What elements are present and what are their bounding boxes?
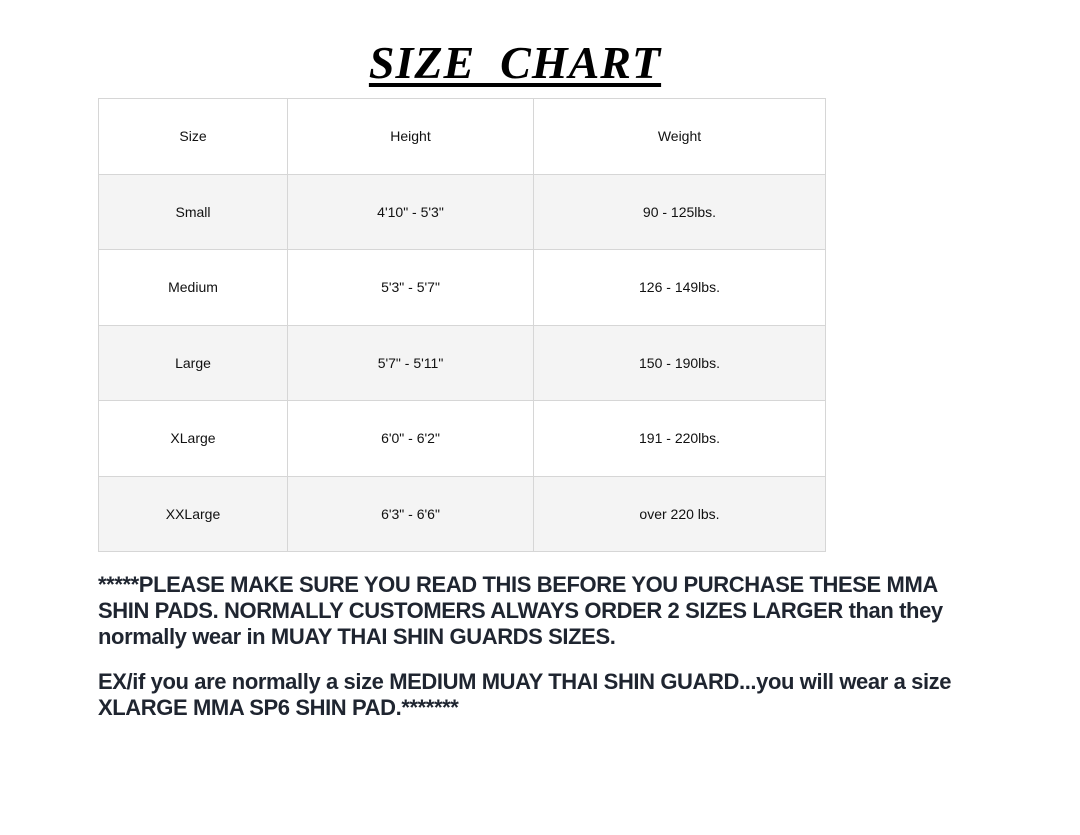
table-row: XLarge 6'0" - 6'2" 191 - 220lbs.: [98, 400, 826, 477]
title-text: SIZE CHART: [368, 37, 662, 88]
header-size: Size: [98, 98, 288, 175]
warning-line: *****PLEASE MAKE SURE YOU READ THIS BEFO…: [98, 572, 938, 597]
example-line: XLARGE MMA SP6 SHIN PAD.*******: [98, 695, 459, 720]
warning-line: SHIN PADS. NORMALLY CUSTOMERS ALWAYS ORD…: [98, 598, 943, 623]
cell-size: Medium: [98, 249, 288, 326]
table-row: Large 5'7" - 5'11" 150 - 190lbs.: [98, 324, 826, 401]
cell-size: XXLarge: [98, 475, 288, 552]
cell-weight: 126 - 149lbs.: [533, 249, 826, 326]
page-title: SIZE CHART: [0, 36, 1030, 90]
header-weight: Weight: [533, 98, 826, 175]
cell-height: 4'10" - 5'3": [287, 173, 534, 250]
example-note: EX/if you are normally a size MEDIUM MUA…: [98, 669, 952, 721]
cell-weight: 90 - 125lbs.: [533, 173, 826, 250]
cell-size: Small: [98, 173, 288, 250]
warning-note: *****PLEASE MAKE SURE YOU READ THIS BEFO…: [98, 572, 943, 650]
cell-weight: 191 - 220lbs.: [533, 400, 826, 477]
header-height: Height: [287, 98, 534, 175]
example-line: EX/if you are normally a size MEDIUM MUA…: [98, 669, 952, 694]
table-row: Medium 5'3" - 5'7" 126 - 149lbs.: [98, 249, 826, 326]
table-row: Small 4'10" - 5'3" 90 - 125lbs.: [98, 173, 826, 250]
size-chart-table: Size Height Weight Small 4'10" - 5'3" 90…: [98, 98, 826, 552]
cell-size: Large: [98, 324, 288, 401]
cell-height: 6'0" - 6'2": [287, 400, 534, 477]
cell-size: XLarge: [98, 400, 288, 477]
cell-weight: 150 - 190lbs.: [533, 324, 826, 401]
cell-height: 5'3" - 5'7": [287, 249, 534, 326]
cell-height: 6'3" - 6'6": [287, 475, 534, 552]
cell-height: 5'7" - 5'11": [287, 324, 534, 401]
table-header-row: Size Height Weight: [98, 98, 826, 175]
table-row: XXLarge 6'3" - 6'6" over 220 lbs.: [98, 475, 826, 552]
cell-weight: over 220 lbs.: [533, 475, 826, 552]
warning-line: normally wear in MUAY THAI SHIN GUARDS S…: [98, 624, 616, 649]
